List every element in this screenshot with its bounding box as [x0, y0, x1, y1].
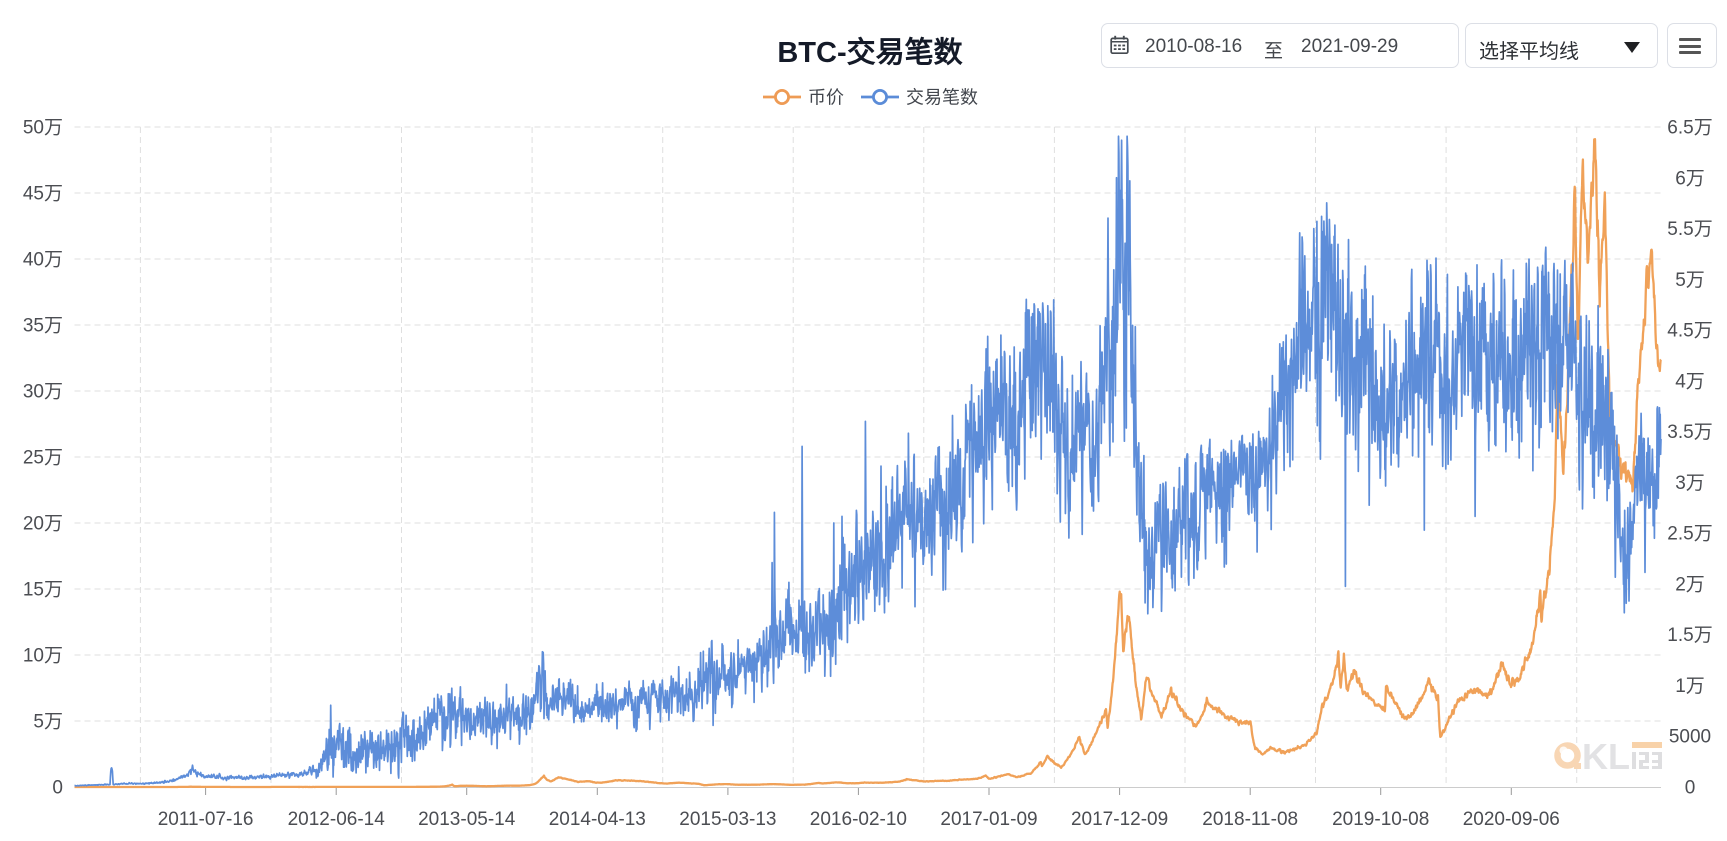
svg-text:40万: 40万 [23, 250, 63, 271]
svg-text:KL: KL [1582, 740, 1630, 772]
svg-text:6万: 6万 [1675, 168, 1705, 189]
svg-text:10万: 10万 [23, 646, 63, 667]
svg-text:5.5万: 5.5万 [1667, 219, 1712, 240]
svg-text:45万: 45万 [23, 184, 63, 205]
svg-text:2.5万: 2.5万 [1667, 524, 1712, 545]
svg-text:5000: 5000 [1669, 727, 1711, 748]
svg-text:2015-03-13: 2015-03-13 [679, 809, 776, 830]
svg-text:2011-07-16: 2011-07-16 [158, 809, 254, 830]
svg-text:币价: 币价 [808, 88, 844, 108]
svg-text:2013-05-14: 2013-05-14 [418, 809, 516, 830]
svg-text:50万: 50万 [23, 118, 63, 139]
svg-text:5万: 5万 [1675, 270, 1705, 291]
svg-text:0: 0 [1685, 778, 1696, 799]
svg-text:2012-06-14: 2012-06-14 [288, 809, 386, 830]
svg-text:25万: 25万 [23, 448, 63, 469]
svg-text:30万: 30万 [23, 382, 63, 403]
svg-text:4万: 4万 [1675, 371, 1705, 392]
svg-text:0: 0 [52, 778, 63, 799]
svg-text:3.5万: 3.5万 [1667, 422, 1712, 443]
svg-text:1万: 1万 [1675, 676, 1705, 697]
svg-text:3万: 3万 [1675, 473, 1705, 494]
svg-text:20万: 20万 [23, 514, 63, 535]
svg-text:2020-09-06: 2020-09-06 [1463, 809, 1560, 830]
svg-text:15万: 15万 [23, 580, 63, 601]
svg-text:1.5万: 1.5万 [1667, 625, 1712, 646]
svg-text:交易笔数: 交易笔数 [906, 88, 978, 108]
svg-text:35万: 35万 [23, 316, 63, 337]
svg-text:2017-12-09: 2017-12-09 [1071, 809, 1168, 830]
svg-text:2万: 2万 [1675, 574, 1705, 595]
svg-text:2018-11-08: 2018-11-08 [1202, 809, 1298, 830]
svg-text:4.5万: 4.5万 [1667, 321, 1712, 342]
svg-text:5万: 5万 [33, 712, 63, 733]
svg-text:2019-10-08: 2019-10-08 [1332, 809, 1429, 830]
svg-text:6.5万: 6.5万 [1667, 118, 1712, 139]
svg-text:2017-01-09: 2017-01-09 [940, 809, 1037, 830]
svg-text:2014-04-13: 2014-04-13 [549, 809, 646, 830]
svg-text:2016-02-10: 2016-02-10 [810, 809, 907, 830]
